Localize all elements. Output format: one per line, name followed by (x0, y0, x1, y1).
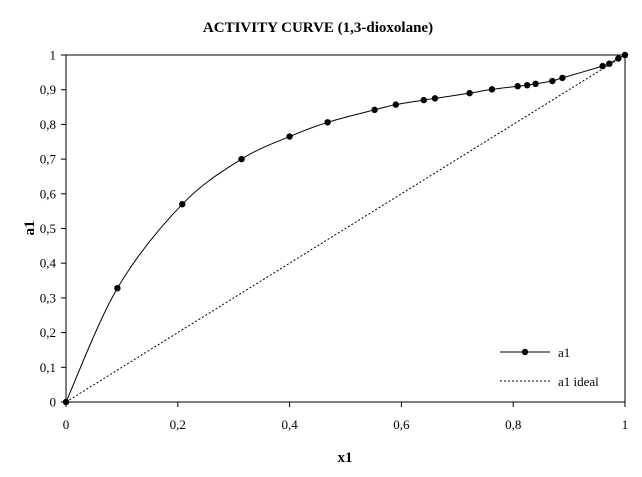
legend-marker-a1 (521, 348, 529, 356)
data-point-a1 (286, 133, 293, 140)
y-tick-label: 0,6 (40, 186, 57, 201)
y-tick-label: 0,7 (40, 152, 57, 167)
y-axis-ticks: 0 0,1 0,2 0,3 0,4 0,5 0,6 0,7 0,8 0,9 1 (40, 48, 66, 410)
data-point-a1 (420, 96, 427, 104)
x-tick-label: 0,2 (170, 417, 186, 432)
y-tick-label: 0,4 (40, 256, 57, 271)
data-point-a1 (523, 81, 531, 89)
x-axis-label: x1 (338, 450, 353, 466)
data-point-a1 (599, 62, 606, 70)
data-point-a1 (559, 74, 566, 82)
y-tick-label: 0,3 (40, 290, 56, 305)
legend-label-a1: a1 (558, 345, 570, 360)
x-tick-label: 1 (622, 417, 629, 432)
data-point-a1 (392, 101, 400, 108)
data-point-a1 (549, 77, 556, 85)
data-point-a1 (431, 95, 439, 102)
data-point-a1 (514, 83, 521, 90)
x-tick-label: 0,8 (505, 417, 521, 432)
y-tick-label: 0,9 (40, 82, 56, 97)
y-axis-label: a1 (22, 221, 38, 236)
chart-title: ACTIVITY CURVE (1,3-dioxolane) (203, 20, 433, 36)
y-tick-label: 1 (50, 48, 57, 63)
x-tick-label: 0 (63, 417, 70, 432)
series-line-a1 (65, 54, 626, 403)
data-point-a1 (466, 89, 473, 97)
y-tick-label: 0,1 (40, 360, 56, 375)
x-tick-label: 0,6 (393, 417, 410, 432)
data-point-a1 (238, 155, 245, 163)
data-point-a1 (324, 119, 331, 126)
y-tick-label: 0,8 (40, 117, 56, 132)
series-layer (62, 51, 629, 406)
legend-label-a1-ideal: a1 ideal (558, 374, 599, 389)
series-line-a1-ideal (65, 54, 626, 403)
y-tick-label: 0 (50, 395, 57, 410)
data-point-a1 (488, 86, 496, 93)
data-point-a1 (179, 201, 186, 208)
data-point-a1 (371, 106, 378, 114)
x-tick-label: 0,4 (281, 417, 298, 432)
data-point-a1 (532, 80, 539, 88)
x-axis-ticks: 0 0,2 0,4 0,6 0,8 1 (63, 402, 629, 432)
data-point-a1 (615, 55, 622, 62)
legend: a1 a1 ideal (500, 345, 599, 389)
y-tick-label: 0,5 (40, 221, 56, 236)
y-tick-label: 0,2 (40, 325, 56, 340)
data-point-a1 (114, 284, 121, 292)
